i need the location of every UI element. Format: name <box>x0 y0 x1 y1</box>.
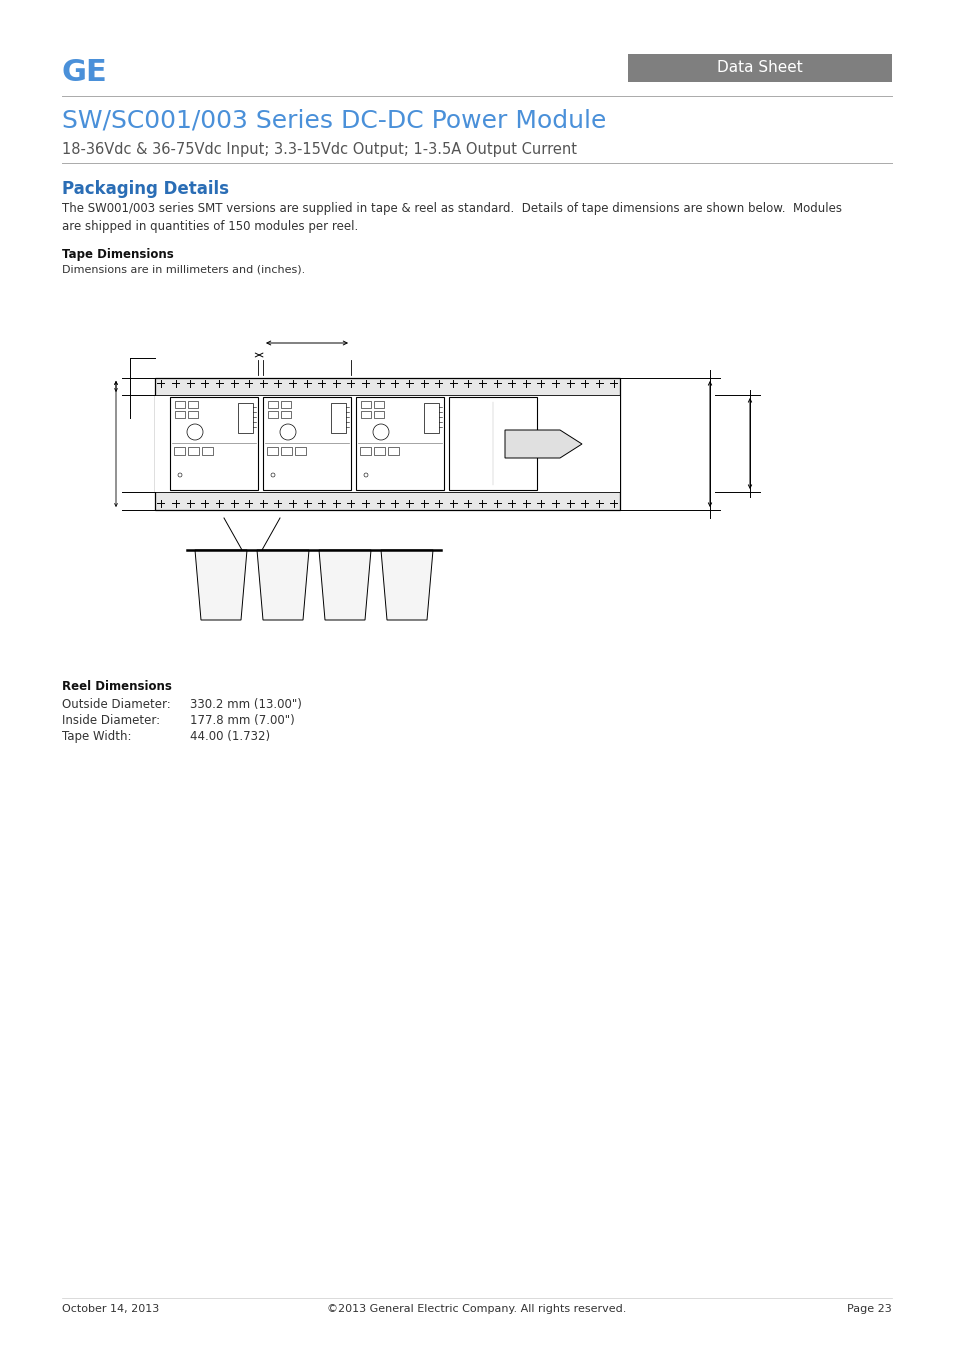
Bar <box>188 447 199 455</box>
Text: SW/SC001/003 Series DC-DC Power Module: SW/SC001/003 Series DC-DC Power Module <box>62 108 606 132</box>
Text: Page 23: Page 23 <box>846 1304 891 1314</box>
Text: Tape Width:: Tape Width: <box>62 730 132 742</box>
Text: 44.00 (1.732): 44.00 (1.732) <box>190 730 270 742</box>
Bar <box>237 404 253 433</box>
Bar <box>355 397 443 490</box>
Bar <box>360 401 371 408</box>
Polygon shape <box>194 549 247 620</box>
Polygon shape <box>318 549 371 620</box>
Text: Packaging Details: Packaging Details <box>62 180 229 198</box>
Text: Reel Dimensions: Reel Dimensions <box>62 680 172 693</box>
Bar <box>267 447 277 455</box>
Bar <box>627 54 891 82</box>
Polygon shape <box>256 549 309 620</box>
Bar <box>154 396 619 491</box>
Bar <box>268 410 277 418</box>
Bar <box>174 401 185 408</box>
Text: October 14, 2013: October 14, 2013 <box>62 1304 159 1314</box>
Text: Inside Diameter:: Inside Diameter: <box>62 714 160 728</box>
Text: ©2013 General Electric Company. All rights reserved.: ©2013 General Electric Company. All righ… <box>327 1304 626 1314</box>
Text: The SW001/003 series SMT versions are supplied in tape & reel as standard.  Deta: The SW001/003 series SMT versions are su… <box>62 202 841 234</box>
Bar <box>281 401 291 408</box>
Bar <box>374 410 384 418</box>
Bar <box>170 397 257 490</box>
Bar <box>263 397 351 490</box>
Bar <box>360 410 371 418</box>
Bar <box>173 447 185 455</box>
Bar <box>374 401 384 408</box>
Bar <box>374 447 385 455</box>
Bar <box>202 447 213 455</box>
Bar <box>331 404 346 433</box>
Text: Tape Dimensions: Tape Dimensions <box>62 248 173 261</box>
Text: 18-36Vdc & 36-75Vdc Input; 3.3-15Vdc Output; 1-3.5A Output Current: 18-36Vdc & 36-75Vdc Input; 3.3-15Vdc Out… <box>62 142 577 157</box>
Text: 177.8 mm (7.00"): 177.8 mm (7.00") <box>190 714 294 728</box>
Bar <box>281 447 292 455</box>
Text: Dimensions are in millimeters and (inches).: Dimensions are in millimeters and (inche… <box>62 265 305 274</box>
Bar <box>188 410 198 418</box>
Bar <box>268 401 277 408</box>
Text: 330.2 mm (13.00"): 330.2 mm (13.00") <box>190 698 301 711</box>
Bar <box>423 404 438 433</box>
Bar <box>449 397 537 490</box>
Bar <box>154 378 619 510</box>
Bar <box>388 447 398 455</box>
Bar <box>188 401 198 408</box>
Polygon shape <box>504 431 581 458</box>
Text: Outside Diameter:: Outside Diameter: <box>62 698 171 711</box>
Polygon shape <box>380 549 433 620</box>
Bar <box>174 410 185 418</box>
Bar <box>294 447 306 455</box>
Bar <box>359 447 371 455</box>
Text: GE: GE <box>62 58 108 86</box>
Bar <box>281 410 291 418</box>
Text: Data Sheet: Data Sheet <box>717 61 802 76</box>
